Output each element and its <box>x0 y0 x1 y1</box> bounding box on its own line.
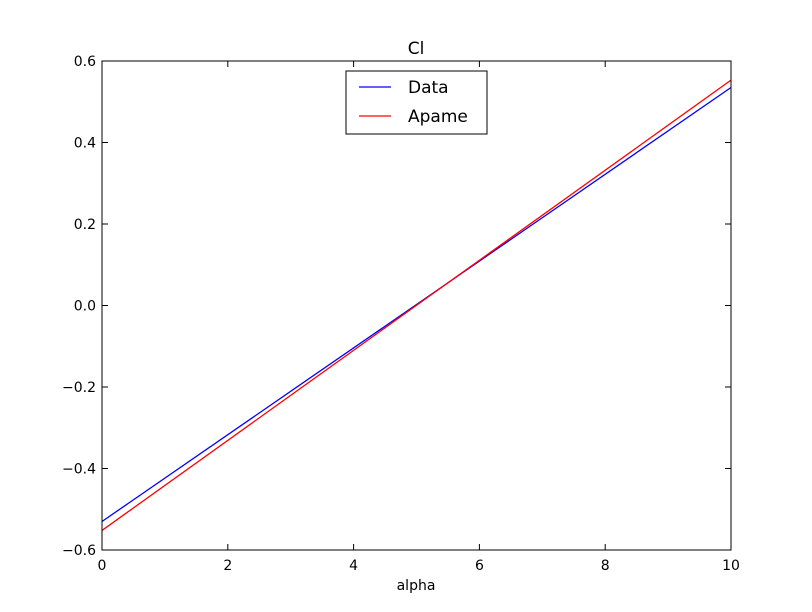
x-tick-label: 0 <box>98 558 107 574</box>
x-tick-label: 8 <box>601 558 610 574</box>
x-tick-label: 6 <box>475 558 484 574</box>
legend-label-data: Data <box>408 78 449 98</box>
y-tick-label: 0.4 <box>74 136 96 152</box>
legend-label-apame: Apame <box>408 107 468 127</box>
x-tick-label: 2 <box>223 558 232 574</box>
series-layer <box>101 79 732 531</box>
x-axis-label: alpha <box>397 578 436 594</box>
series-line-apame <box>101 79 732 531</box>
y-tick-label: 0.0 <box>74 299 96 315</box>
tick-layer: 0 2 4 6 8 10 −0.6 −0.4 −0.2 0.0 0.2 0.4 0.6 <box>62 54 740 574</box>
legend: Data Apame <box>345 70 488 135</box>
series-line-data <box>101 86 732 523</box>
x-tick-label: 4 <box>349 558 358 574</box>
y-tick-label: 0.6 <box>74 54 96 70</box>
y-tick-label: 0.2 <box>74 217 96 233</box>
y-tick-label: −0.2 <box>62 380 96 396</box>
y-tick-label: −0.6 <box>62 543 96 559</box>
x-tick-label: 10 <box>722 558 740 574</box>
legend-box <box>345 70 488 135</box>
y-tick-label: −0.4 <box>62 462 96 478</box>
chart-title: Cl <box>408 39 425 59</box>
